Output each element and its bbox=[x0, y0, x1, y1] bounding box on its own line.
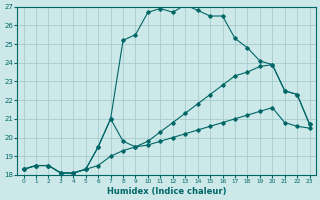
X-axis label: Humidex (Indice chaleur): Humidex (Indice chaleur) bbox=[107, 187, 226, 196]
